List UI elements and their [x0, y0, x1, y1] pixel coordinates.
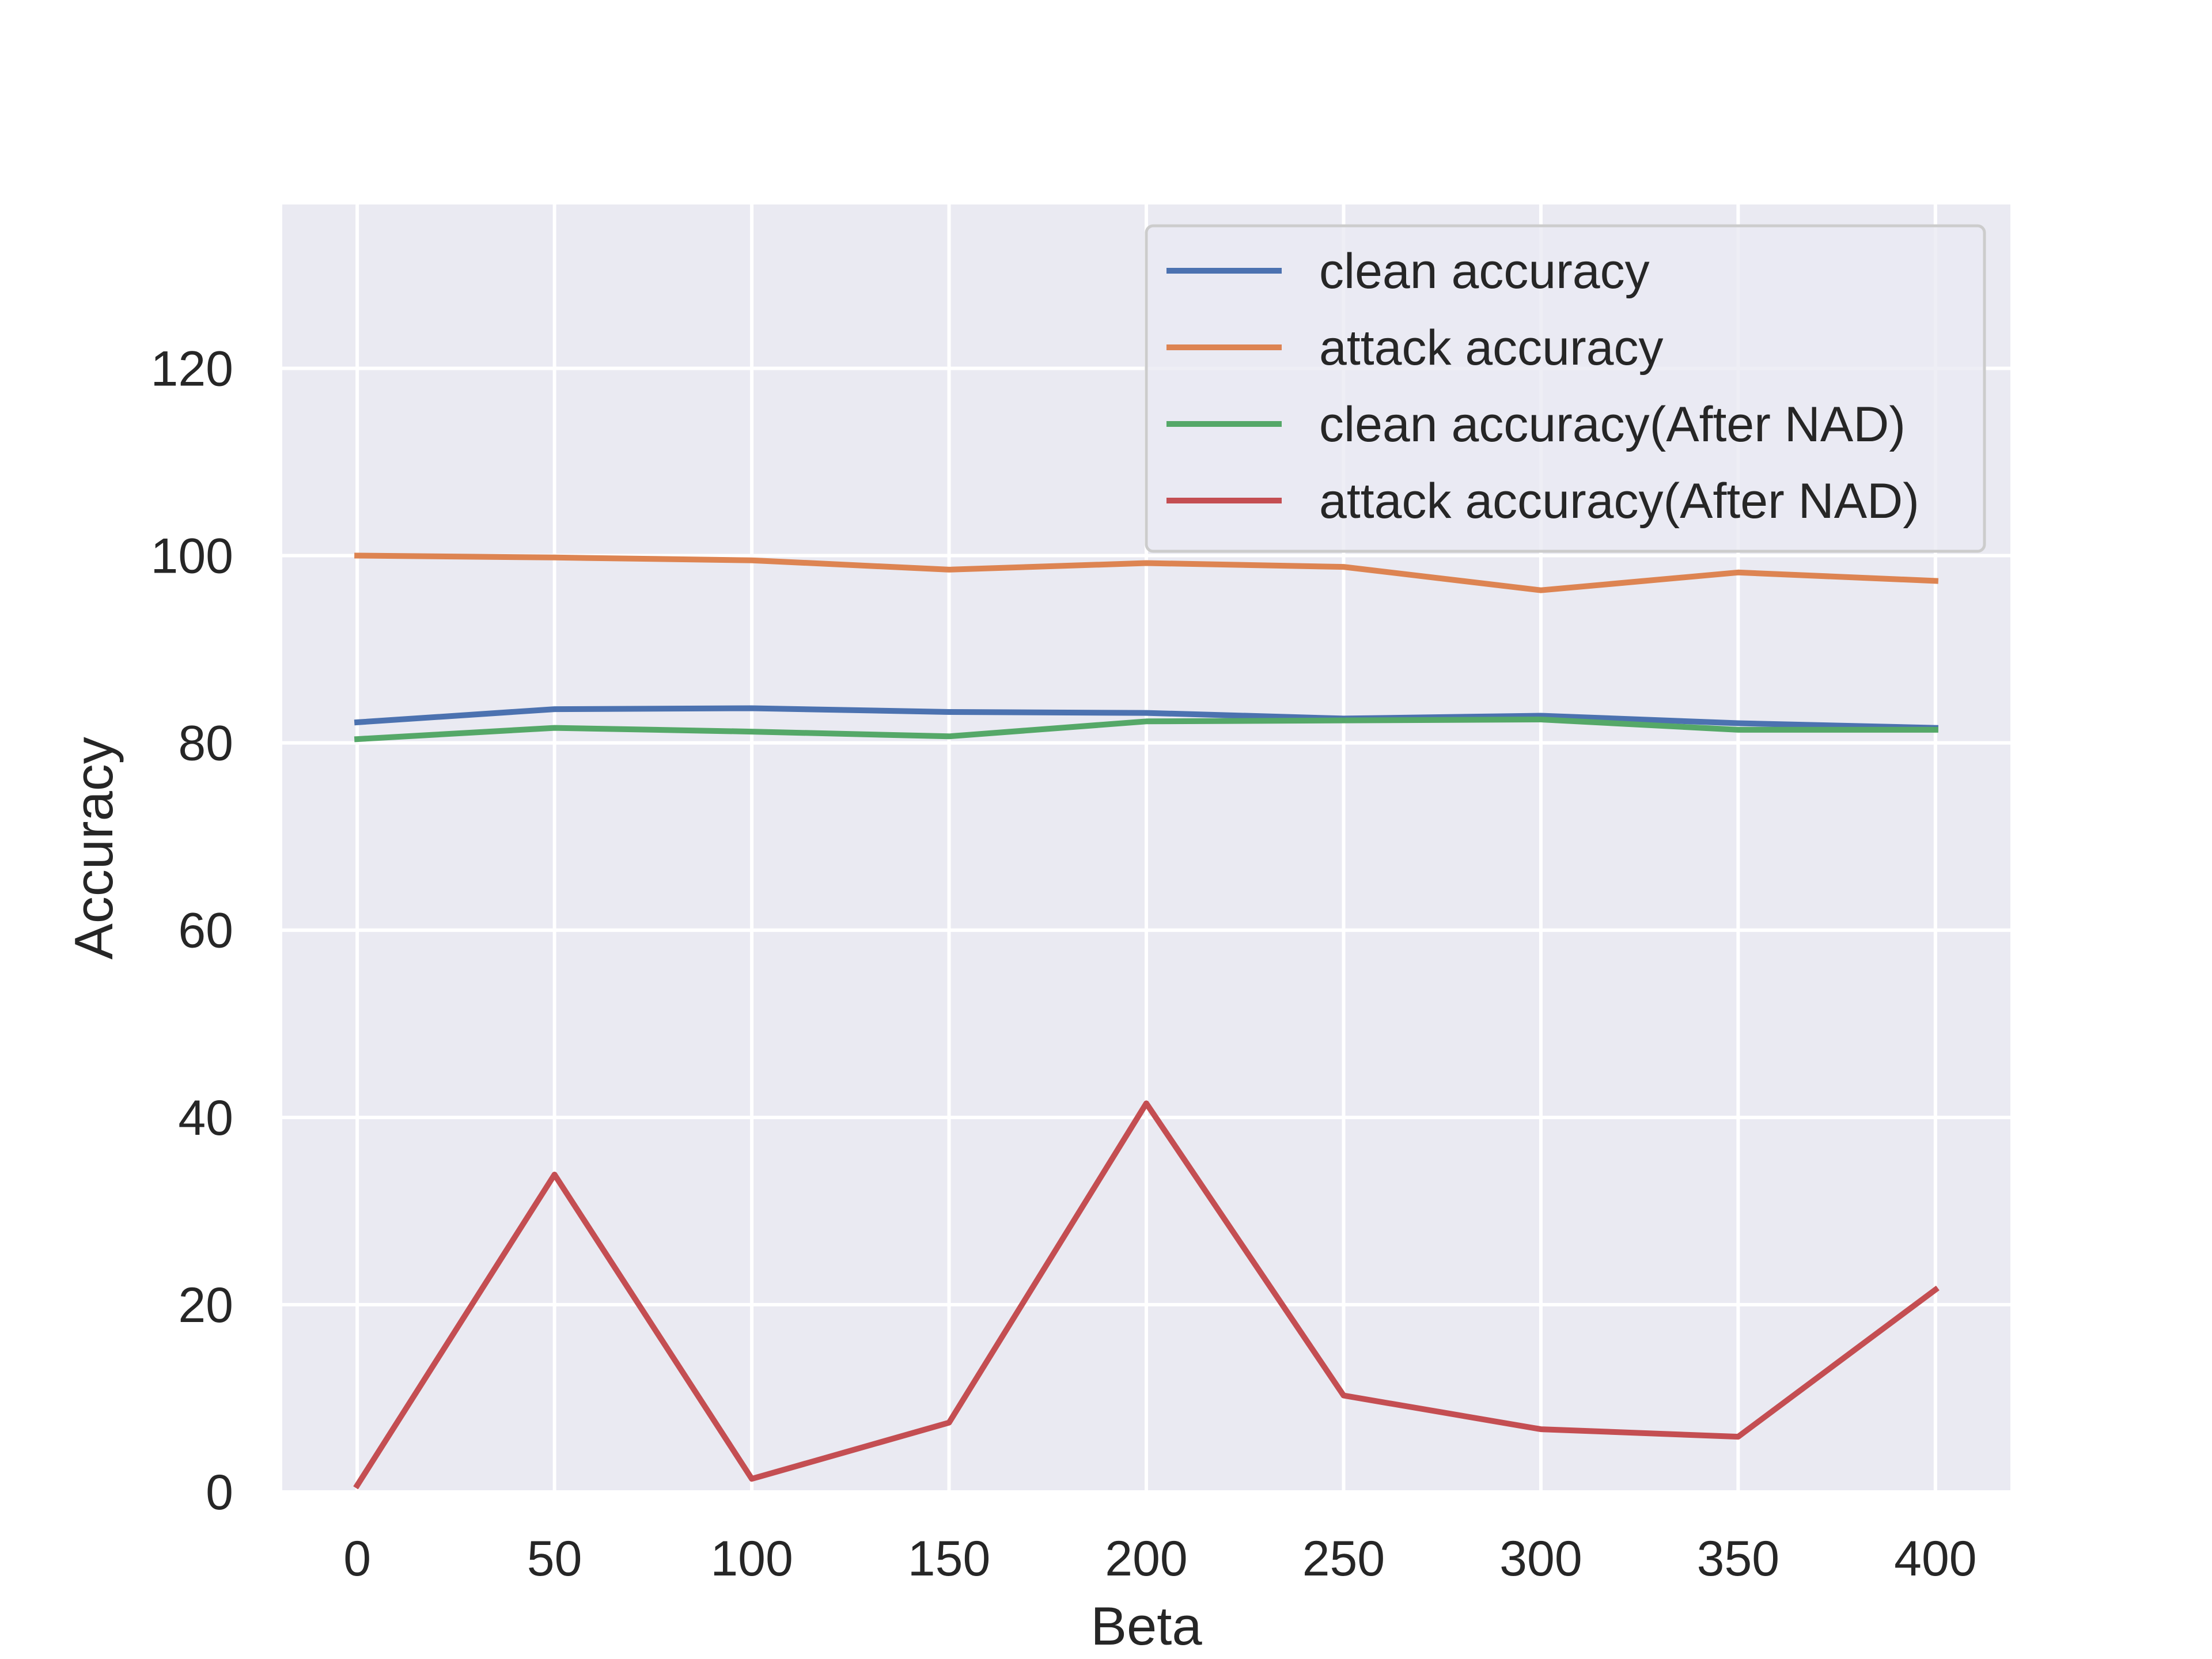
x-tick-label: 150: [908, 1531, 991, 1586]
x-tick-label: 250: [1302, 1531, 1385, 1586]
legend-label: clean accuracy(After NAD): [1319, 397, 1906, 452]
legend-label: attack accuracy: [1319, 320, 1663, 376]
series-line-3: [354, 717, 1938, 743]
x-tick-label: 400: [1894, 1531, 1977, 1586]
y-tick-label: 60: [178, 903, 233, 959]
y-tick-label: 40: [178, 1090, 233, 1146]
y-tick-label: 100: [151, 529, 234, 584]
y-tick-label: 120: [151, 341, 234, 396]
x-tick-label: 300: [1499, 1531, 1582, 1586]
x-tick-label: 100: [710, 1531, 793, 1586]
series-lines: [353, 552, 1940, 1490]
x-tick-label: 50: [527, 1531, 582, 1586]
y-tick-label: 80: [178, 716, 233, 771]
y-axis-label: Accuracy: [63, 737, 124, 960]
legend: clean accuracy attack accuracy clean accur…: [1145, 224, 1986, 553]
y-tick-label: 20: [178, 1278, 233, 1333]
series-line-2: [354, 552, 1939, 593]
x-axis-ticks: 0 50 100 150 200 250 300 350 400: [343, 1531, 1976, 1586]
x-tick-label: 0: [343, 1531, 371, 1586]
series-line-1: [354, 705, 1939, 731]
series-line-4: [353, 1100, 1940, 1490]
legend-box: [1145, 224, 1986, 553]
y-axis-ticks: 0 20 40 60 80 100 120: [151, 341, 234, 1520]
legend-label: attack accuracy(After NAD): [1319, 474, 1919, 529]
legend-label: clean accuracy: [1319, 244, 1650, 299]
x-tick-label: 200: [1105, 1531, 1188, 1586]
x-tick-label: 350: [1697, 1531, 1780, 1586]
y-tick-label: 0: [206, 1465, 233, 1520]
x-axis-label: Beta: [1090, 1596, 1202, 1656]
